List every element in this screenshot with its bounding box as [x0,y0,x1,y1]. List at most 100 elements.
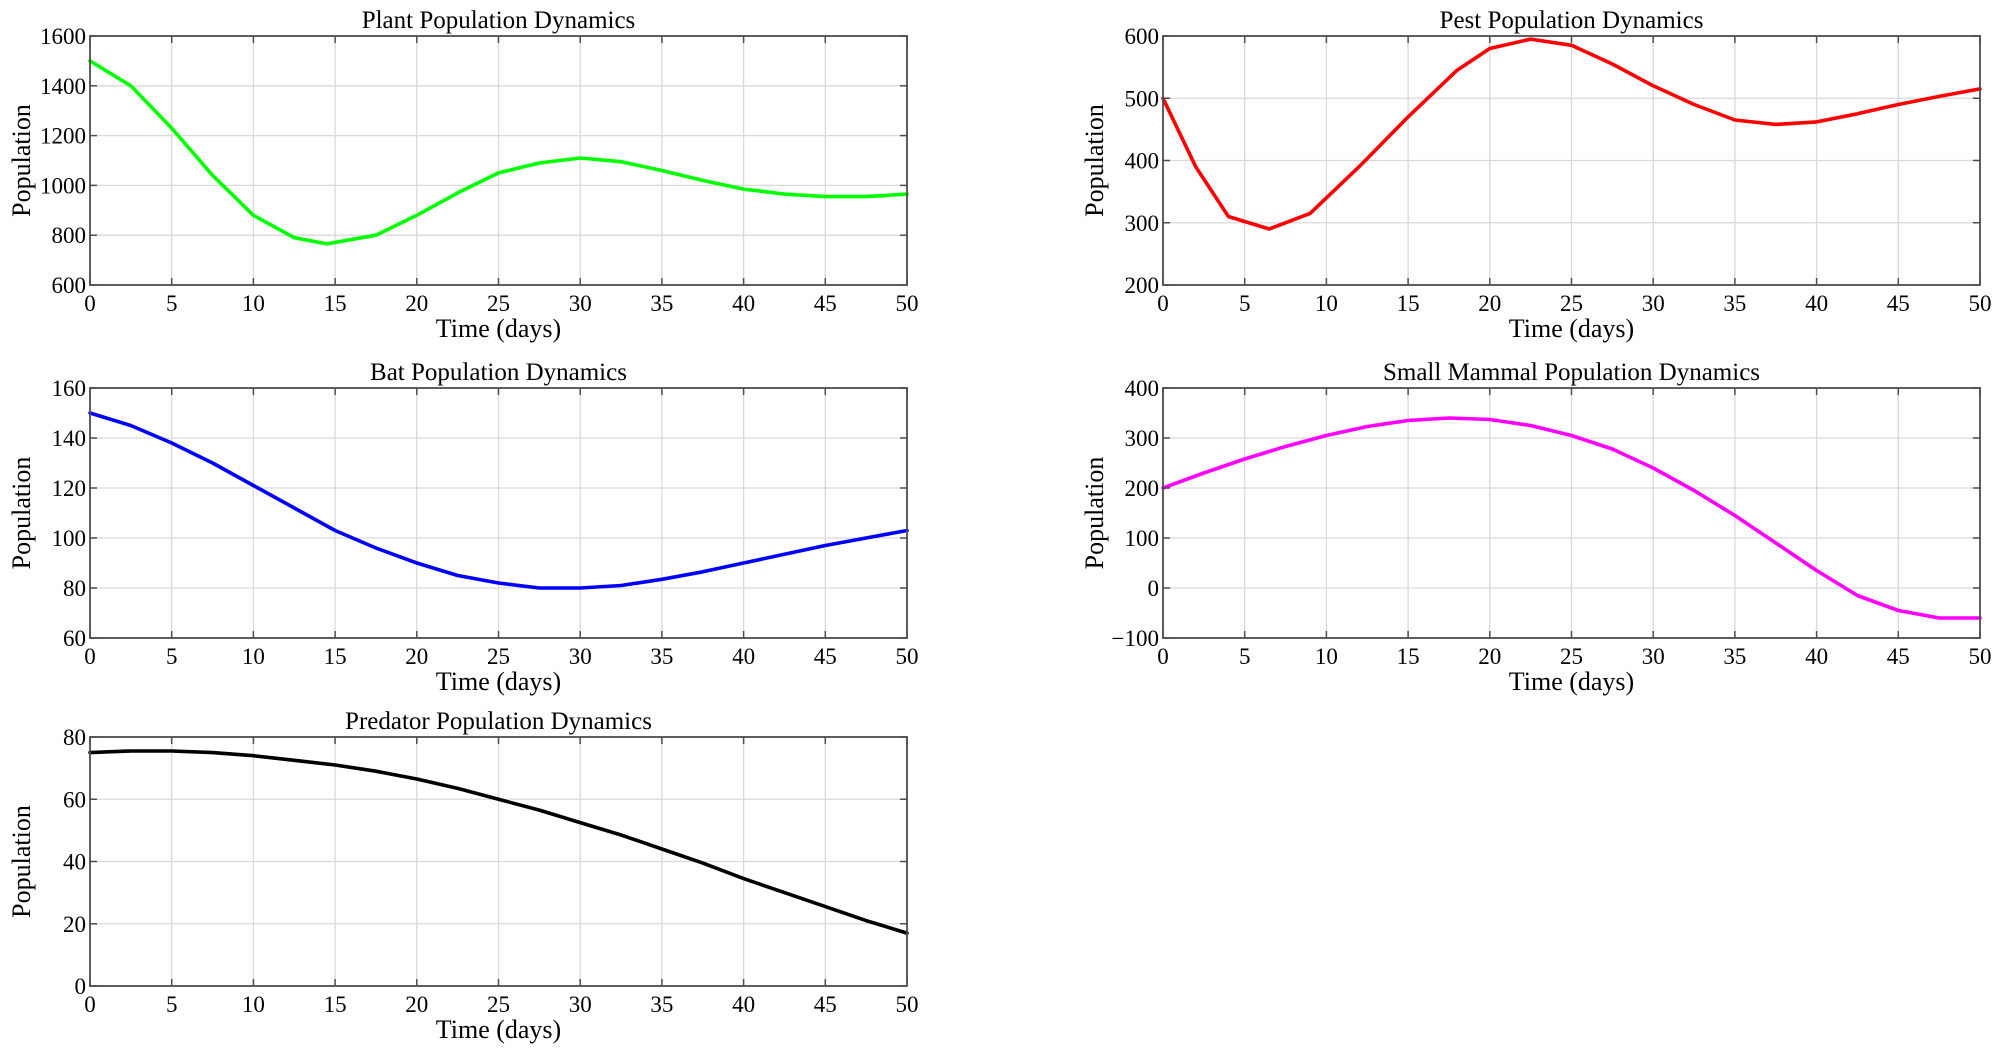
plant-x-tick-label: 40 [732,291,755,316]
pest-x-tick-label: 25 [1560,291,1583,316]
plant-y-axis-label: Population [7,104,36,217]
plant-series-line [88,59,909,246]
pest-x-tick-label: 45 [1887,291,1910,316]
bat-chart: 0 5 10 15 20 25 30 35 40 45 50 60 80 100 120 140 160 Bat … [7,359,919,696]
plant-y-tick-label: 1200 [40,124,86,149]
predator-x-tick-label: 40 [732,992,755,1017]
plant-y-tick-label: 600 [52,273,87,298]
small-mammal-x-tick-label: 35 [1723,644,1746,669]
pest-x-tick-label: 15 [1397,291,1420,316]
predator-x-axis-label: Time (days) [436,1015,561,1044]
small-mammal-y-tick-label: 400 [1125,376,1160,401]
small-mammal-y-tick-label: 0 [1148,576,1160,601]
small-mammal-x-axis-label: Time (days) [1509,667,1634,696]
plant-x-tick-label: 15 [324,291,347,316]
bat-series-line [88,411,909,590]
predator-x-tick-label: 45 [814,992,837,1017]
plant-x-tick-label: 5 [166,291,178,316]
plant-x-tick-label: 35 [650,291,673,316]
small-mammal-x-tick-label: 50 [1969,644,1992,669]
small-mammal-x-tick-label: 15 [1397,644,1420,669]
small-mammal-x-tick-label: 30 [1642,644,1665,669]
pest-x-tick-label: 10 [1315,291,1338,316]
pest-x-tick-label: 40 [1805,291,1828,316]
bat-y-tick-label: 160 [52,376,87,401]
bat-y-tick-label: 60 [63,626,86,651]
pest-x-tick-label: 50 [1969,291,1992,316]
pest-x-tick-label: 30 [1642,291,1665,316]
pest-y-tick-label: 600 [1125,24,1160,49]
plant-x-tick-label: 30 [569,291,592,316]
bat-x-tick-label: 25 [487,644,510,669]
plant-x-tick-label: 45 [814,291,837,316]
predator-x-tick-label: 20 [405,992,428,1017]
predator-y-tick-label: 40 [63,850,86,875]
bat-x-tick-label: 15 [324,644,347,669]
small-mammal-y-tick-label: 300 [1125,426,1160,451]
bat-chart-title: Bat Population Dynamics [370,359,627,386]
pest-chart: 0 5 10 15 20 25 30 35 40 45 50 200 300 400 500 600 Pest … [1080,7,1992,343]
plant-chart-title: Plant Population Dynamics [362,7,636,34]
small-mammal-x-tick-label: 0 [1157,644,1169,669]
small-mammal-x-tick-label: 20 [1478,644,1501,669]
plant-x-tick-label: 10 [242,291,265,316]
bat-x-tick-label: 10 [242,644,265,669]
plant-chart: 0 5 10 15 20 25 30 35 40 45 50 600 800 1000 1200 1400 16… [7,7,919,343]
pest-x-axis-label: Time (days) [1509,314,1634,343]
plant-y-tick-label: 1400 [40,74,86,99]
predator-y-tick-label: 60 [63,787,86,812]
small-mammal-x-tick-label: 40 [1805,644,1828,669]
bat-x-tick-label: 45 [814,644,837,669]
small-mammal-x-tick-label: 45 [1887,644,1910,669]
bat-x-tick-label: 35 [650,644,673,669]
plant-x-tick-label: 0 [84,291,96,316]
predator-chart-title: Predator Population Dynamics [345,708,652,735]
predator-chart: 0 5 10 15 20 25 30 35 40 45 50 0 20 40 60 80 Predator Po… [7,708,919,1044]
predator-x-tick-label: 30 [569,992,592,1017]
bat-x-tick-label: 0 [84,644,96,669]
predator-y-tick-label: 0 [75,974,87,999]
small-mammal-x-tick-label: 10 [1315,644,1338,669]
predator-x-tick-label: 35 [650,992,673,1017]
plant-y-tick-label: 800 [52,223,87,248]
bat-y-tick-label: 140 [52,426,87,451]
small-mammal-y-tick-label: 200 [1125,476,1160,501]
predator-y-tick-label: 80 [63,725,86,750]
plant-x-tick-label: 20 [405,291,428,316]
pest-chart-title: Pest Population Dynamics [1440,7,1704,34]
pest-y-axis-label: Population [1080,104,1109,217]
bat-y-tick-label: 80 [63,576,86,601]
bat-y-axis-label: Population [7,457,36,570]
plant-y-tick-label: 1600 [40,24,86,49]
pest-y-tick-label: 200 [1125,273,1160,298]
small-mammal-series-line [1161,416,1982,620]
bat-x-tick-label: 40 [732,644,755,669]
small-mammal-chart: 0 5 10 15 20 25 30 35 40 45 50−1000100200300400Sma… [1080,359,1992,696]
plant-x-axis-label: Time (days) [436,314,561,343]
small-mammal-y-axis-label: Population [1080,457,1109,570]
predator-y-tick-label: 20 [63,912,86,937]
plant-x-tick-label: 50 [896,291,919,316]
plant-y-tick-label: 1000 [40,173,86,198]
small-mammal-x-tick-label: 5 [1239,644,1251,669]
bat-y-tick-label: 100 [52,526,87,551]
pest-x-tick-label: 35 [1723,291,1746,316]
bat-x-tick-label: 20 [405,644,428,669]
small-mammal-y-tick-label: −100 [1112,626,1159,651]
small-mammal-x-tick-label: 25 [1560,644,1583,669]
predator-x-tick-label: 10 [242,992,265,1017]
predator-x-tick-label: 5 [166,992,178,1017]
predator-x-tick-label: 25 [487,992,510,1017]
predator-x-tick-label: 0 [84,992,96,1017]
pest-y-tick-label: 400 [1125,149,1160,174]
bat-x-tick-label: 5 [166,644,178,669]
pest-x-tick-label: 20 [1478,291,1501,316]
pest-x-tick-label: 5 [1239,291,1251,316]
predator-y-axis-label: Population [7,805,36,918]
bat-x-tick-label: 50 [896,644,919,669]
plant-x-tick-label: 25 [487,291,510,316]
predator-x-tick-label: 15 [324,992,347,1017]
bat-x-axis-label: Time (days) [436,667,561,696]
bat-y-tick-label: 120 [52,476,87,501]
